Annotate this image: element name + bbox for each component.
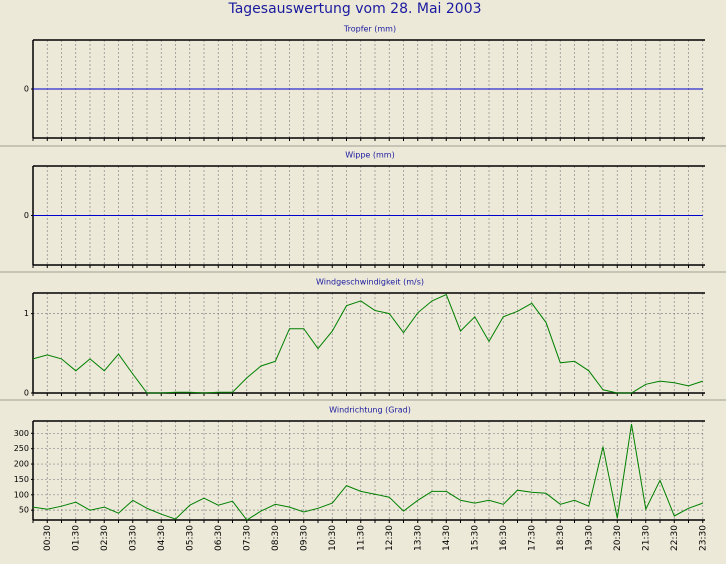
y-tick-label: 150 — [14, 475, 29, 484]
x-tick-label: 00:30 — [43, 525, 53, 551]
x-tick-label: 05:30 — [185, 525, 195, 551]
x-tick-label: 08:30 — [271, 525, 281, 551]
data-line — [32, 424, 703, 521]
x-tick-label: 21:30 — [641, 525, 651, 551]
panel-title: Tropfer (mm) — [343, 25, 396, 34]
panel-title: Windgeschwindigkeit (m/s) — [316, 278, 424, 287]
x-tick-label: 04:30 — [157, 525, 167, 551]
x-tick-label: 14:30 — [442, 525, 452, 551]
x-tick-label: 23:30 — [698, 525, 708, 551]
y-tick-label: 200 — [14, 460, 29, 469]
x-tick-label: 03:30 — [128, 525, 138, 551]
x-tick-label: 13:30 — [413, 525, 423, 551]
x-tick-label: 15:30 — [470, 525, 480, 551]
x-tick-label: 01:30 — [71, 525, 81, 551]
x-tick-label: 19:30 — [584, 525, 594, 551]
panel-title: Wippe (mm) — [345, 151, 394, 160]
x-tick-label: 18:30 — [556, 525, 566, 551]
y-tick-label: 50 — [19, 506, 29, 515]
y-tick-label: 100 — [14, 490, 29, 499]
page-title: Tagesauswertung vom 28. Mai 2003 — [227, 1, 481, 17]
x-tick-label: 17:30 — [527, 525, 537, 551]
y-tick-label: 0 — [24, 389, 29, 398]
x-tick-label: 20:30 — [613, 525, 623, 551]
x-tick-label: 10:30 — [328, 525, 338, 551]
y-tick-label: 0 — [24, 85, 29, 94]
x-tick-label: 16:30 — [499, 525, 509, 551]
data-line — [32, 293, 703, 394]
y-tick-label: 250 — [14, 444, 29, 453]
x-tick-label: 02:30 — [100, 525, 110, 551]
x-tick-label: 12:30 — [385, 525, 395, 551]
y-tick-label: 1 — [24, 309, 29, 318]
x-tick-label: 22:30 — [670, 525, 680, 551]
x-tick-label: 11:30 — [356, 525, 366, 551]
x-tick-label: 09:30 — [299, 525, 309, 551]
x-tick-label: 07:30 — [242, 525, 252, 551]
panel-title: Windrichtung (Grad) — [329, 406, 411, 415]
y-tick-label: 300 — [14, 429, 29, 438]
y-tick-label: 0 — [24, 211, 29, 220]
x-tick-label: 06:30 — [214, 525, 224, 551]
